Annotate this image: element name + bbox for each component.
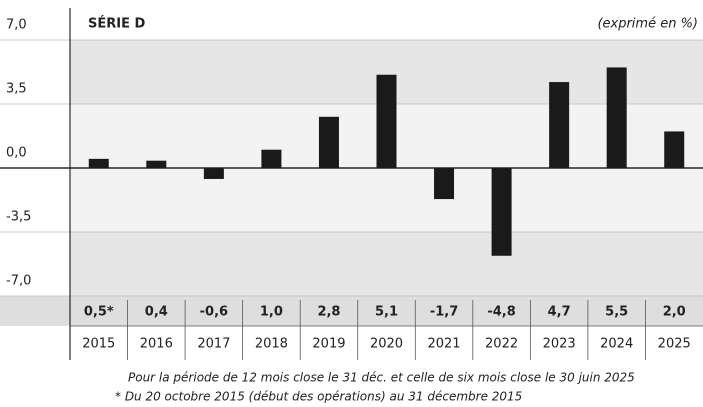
value-label: 4,7 [548, 305, 571, 320]
bar [434, 168, 455, 200]
bar [606, 67, 627, 168]
footnote: * Du 20 octobre 2015 (début des opératio… [115, 390, 522, 404]
bar [88, 158, 109, 168]
value-label: 0,5* [84, 305, 114, 320]
value-label: 0,4 [145, 305, 168, 320]
x-tick-label: 2020 [370, 337, 403, 352]
band [70, 232, 703, 296]
bar [146, 160, 167, 168]
x-tick-label: 2024 [600, 337, 633, 352]
x-tick-label: 2025 [658, 337, 691, 352]
value-label: 2,8 [317, 305, 340, 320]
y-tick-label: 7,0 [6, 18, 27, 33]
bar [491, 168, 512, 256]
value-label: 2,0 [663, 305, 686, 320]
x-tick-label: 2023 [543, 337, 576, 352]
x-tick-label: 2019 [312, 337, 345, 352]
value-label: 5,5 [605, 305, 628, 320]
value-label: -0,6 [200, 305, 228, 320]
bar [203, 168, 224, 179]
value-label: -1,7 [430, 305, 458, 320]
x-tick-label: 2015 [82, 337, 115, 352]
bar [549, 82, 570, 168]
value-row [70, 296, 703, 326]
bar [261, 149, 282, 168]
value-row-left [0, 296, 70, 326]
band [70, 168, 703, 232]
bands [0, 40, 703, 326]
bar [318, 116, 339, 168]
x-tick-label: 2021 [427, 337, 460, 352]
y-tick-label: 0,0 [6, 146, 27, 161]
value-label: -4,8 [487, 305, 515, 320]
x-tick-label: 2018 [255, 337, 288, 352]
footnote: Pour la période de 12 mois close le 31 d… [128, 371, 635, 385]
x-tick-label: 2017 [197, 337, 230, 352]
y-tick-label: 3,5 [6, 82, 27, 97]
value-label: 5,1 [375, 305, 398, 320]
bar [664, 131, 685, 168]
bar [376, 74, 397, 168]
chart-title: SÉRIE D [88, 16, 145, 32]
y-tick-label: -7,0 [6, 274, 31, 289]
y-tick-label: -3,5 [6, 210, 31, 225]
x-tick-label: 2016 [140, 337, 173, 352]
value-label: 1,0 [260, 305, 283, 320]
chart-subtitle: (exprimé en %) [597, 17, 698, 32]
x-tick-label: 2022 [485, 337, 518, 352]
